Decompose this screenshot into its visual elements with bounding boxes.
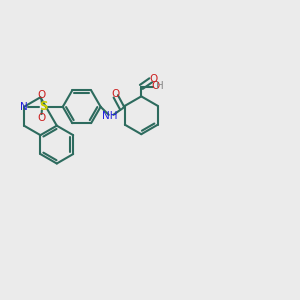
Text: NH: NH <box>102 111 118 121</box>
Text: O: O <box>149 74 158 84</box>
Text: O: O <box>112 89 120 99</box>
Text: O: O <box>38 113 46 123</box>
Text: O: O <box>151 81 159 91</box>
Text: S: S <box>39 100 47 113</box>
Text: O: O <box>38 90 46 100</box>
Text: H: H <box>156 81 164 91</box>
Text: N: N <box>20 102 28 112</box>
